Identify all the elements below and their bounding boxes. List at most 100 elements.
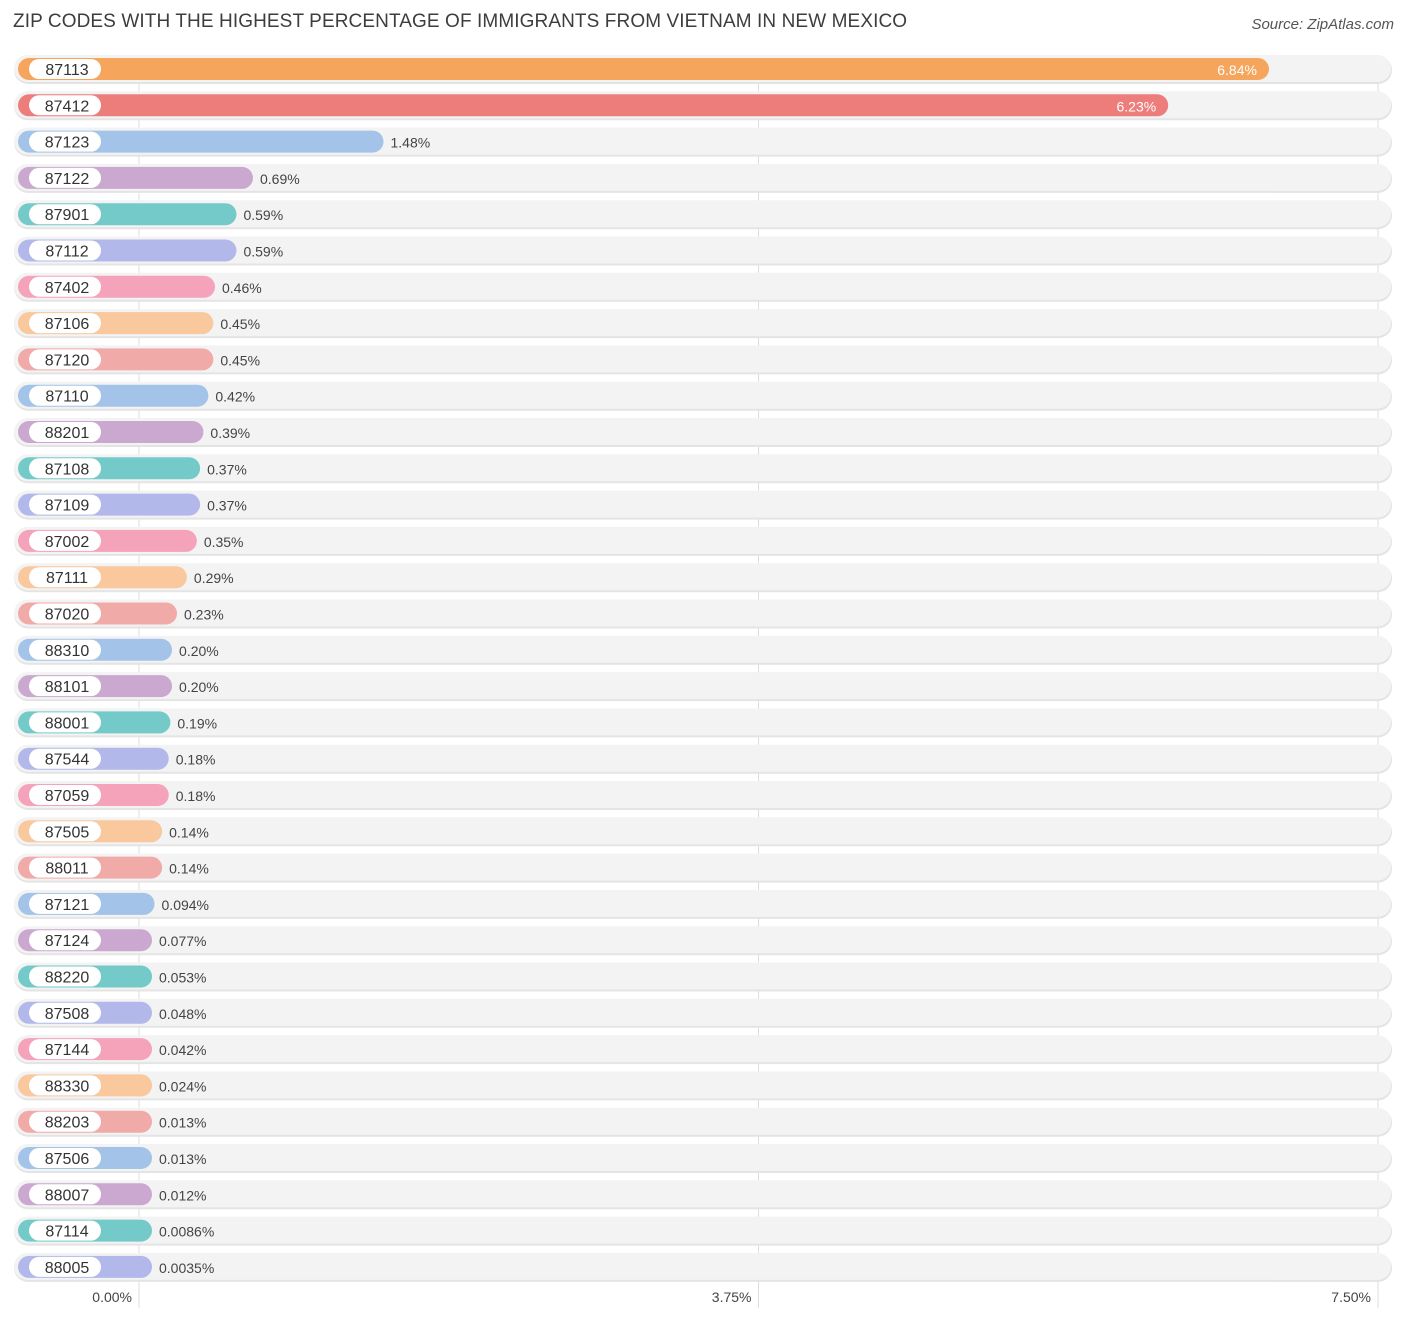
- value-label: 6.84%: [1217, 62, 1257, 78]
- category-label: 87114: [45, 1224, 88, 1241]
- category-pill: [29, 639, 101, 660]
- bar-row-87124: 87124 0.077%: [18, 929, 206, 952]
- bar-row-87402: 87402 0.46%: [18, 275, 262, 298]
- value-label: 0.35%: [204, 534, 244, 550]
- bar-row-87114: 87114 0.0086%: [18, 1219, 214, 1242]
- row-background: [14, 1144, 1391, 1171]
- row-background: [14, 1035, 1391, 1063]
- category-label: 87508: [45, 1006, 90, 1023]
- value-label: 0.45%: [220, 316, 260, 332]
- category-pill: [29, 1256, 101, 1277]
- category-pill: [29, 1220, 101, 1241]
- value-label: 0.0035%: [159, 1260, 214, 1276]
- category-pill: [29, 676, 101, 697]
- row-background: [14, 272, 1391, 300]
- category-label: 87121: [45, 897, 90, 914]
- value-label: 0.42%: [215, 389, 255, 405]
- row-background: [14, 998, 1391, 1026]
- value-label: 1.48%: [390, 135, 430, 151]
- row-background: [14, 1180, 1391, 1208]
- category-pill: [29, 712, 101, 733]
- category-label: 87109: [45, 498, 90, 515]
- row-background: [14, 853, 1391, 881]
- row-background: [14, 345, 1391, 373]
- value-label: 0.094%: [162, 897, 209, 913]
- category-label: 87124: [45, 933, 90, 950]
- bar-row-88005: 88005 0.0035%: [18, 1255, 214, 1278]
- category-label: 87506: [45, 1151, 90, 1168]
- category-pill: [29, 240, 101, 261]
- chart-source: Source: ZipAtlas.com: [1251, 16, 1394, 33]
- category-label: 87106: [45, 316, 90, 333]
- bar-row-87901: 87901 0.59%: [18, 203, 283, 226]
- category-label: 87113: [45, 62, 88, 79]
- category-pill: [29, 893, 101, 914]
- category-label: 87122: [45, 171, 90, 188]
- value-label: 0.053%: [159, 970, 206, 986]
- row-background: [14, 236, 1391, 264]
- row-background: [14, 599, 1391, 627]
- bar-row-88310: 88310 0.20%: [18, 638, 219, 661]
- bar-row-88011: 88011 0.14%: [18, 856, 209, 879]
- category-pill: [29, 494, 101, 515]
- category-label: 88203: [45, 1115, 90, 1132]
- category-pill: [29, 1111, 101, 1132]
- category-pill: [29, 1039, 101, 1060]
- category-pill: [29, 313, 101, 334]
- row-background: [14, 1216, 1391, 1244]
- row-background: [14, 200, 1391, 228]
- value-label: 0.013%: [159, 1115, 206, 1131]
- category-label: 87544: [45, 752, 90, 769]
- bar-row-88201: 88201 0.39%: [18, 421, 250, 443]
- value-label: 0.59%: [243, 244, 283, 260]
- category-label: 87112: [45, 244, 88, 261]
- category-label: 87402: [45, 280, 90, 297]
- row-background: [14, 889, 1391, 917]
- value-label: 0.18%: [176, 788, 216, 804]
- bar-row-88220: 88220 0.053%: [18, 965, 206, 988]
- category-label: 87020: [45, 607, 90, 624]
- category-label: 87002: [45, 534, 90, 551]
- value-label: 0.19%: [177, 715, 217, 731]
- category-label: 87110: [45, 389, 88, 406]
- category-pill: [29, 131, 101, 152]
- category-label: 88101: [45, 679, 90, 696]
- value-label: 0.012%: [159, 1187, 206, 1203]
- category-label: 88005: [45, 1260, 90, 1277]
- value-label: 0.39%: [210, 425, 250, 441]
- bar-row-87505: 87505 0.14%: [18, 820, 209, 843]
- value-label: 0.042%: [159, 1042, 206, 1058]
- category-pill: [29, 966, 101, 987]
- category-pill: [29, 458, 101, 479]
- row-background: [14, 744, 1391, 772]
- bar-row-87123: 87123 1.48%: [18, 130, 430, 153]
- value-label: 0.46%: [222, 280, 262, 296]
- category-pill: [29, 1148, 101, 1168]
- row-background: [14, 817, 1391, 845]
- bar-row-87144: 87144 0.042%: [18, 1038, 206, 1061]
- value-label: 0.20%: [179, 679, 219, 695]
- bar-row-87121: 87121 0.094%: [18, 892, 209, 915]
- bar-row-87109: 87109 0.37%: [18, 493, 247, 516]
- bar-row-88001: 88001 0.19%: [18, 711, 217, 734]
- category-pill: [29, 167, 101, 188]
- category-pill: [29, 276, 101, 297]
- row-background: [14, 926, 1391, 954]
- bar: [18, 58, 1269, 80]
- bar-rows: 87113 6.84% 87412 6.23% 87123 1.48% 87122 0.69%…: [14, 55, 1392, 1282]
- row-background: [14, 1252, 1391, 1280]
- bar-row-87020: 87020 0.23%: [18, 602, 224, 625]
- category-label: 87111: [46, 570, 88, 587]
- row-background: [14, 526, 1391, 554]
- bar-row-87412: 87412 6.23%: [18, 94, 1169, 117]
- bar-row-87120: 87120 0.45%: [18, 348, 260, 371]
- row-background: [14, 635, 1391, 663]
- bar-row-87059: 87059 0.18%: [18, 784, 215, 806]
- value-label: 0.013%: [159, 1151, 206, 1167]
- tick-label: 7.50%: [1331, 1289, 1371, 1305]
- value-label: 0.077%: [159, 933, 206, 949]
- row-background: [14, 563, 1391, 591]
- chart-title: ZIP CODES WITH THE HIGHEST PERCENTAGE OF…: [13, 11, 908, 32]
- row-background: [14, 781, 1391, 808]
